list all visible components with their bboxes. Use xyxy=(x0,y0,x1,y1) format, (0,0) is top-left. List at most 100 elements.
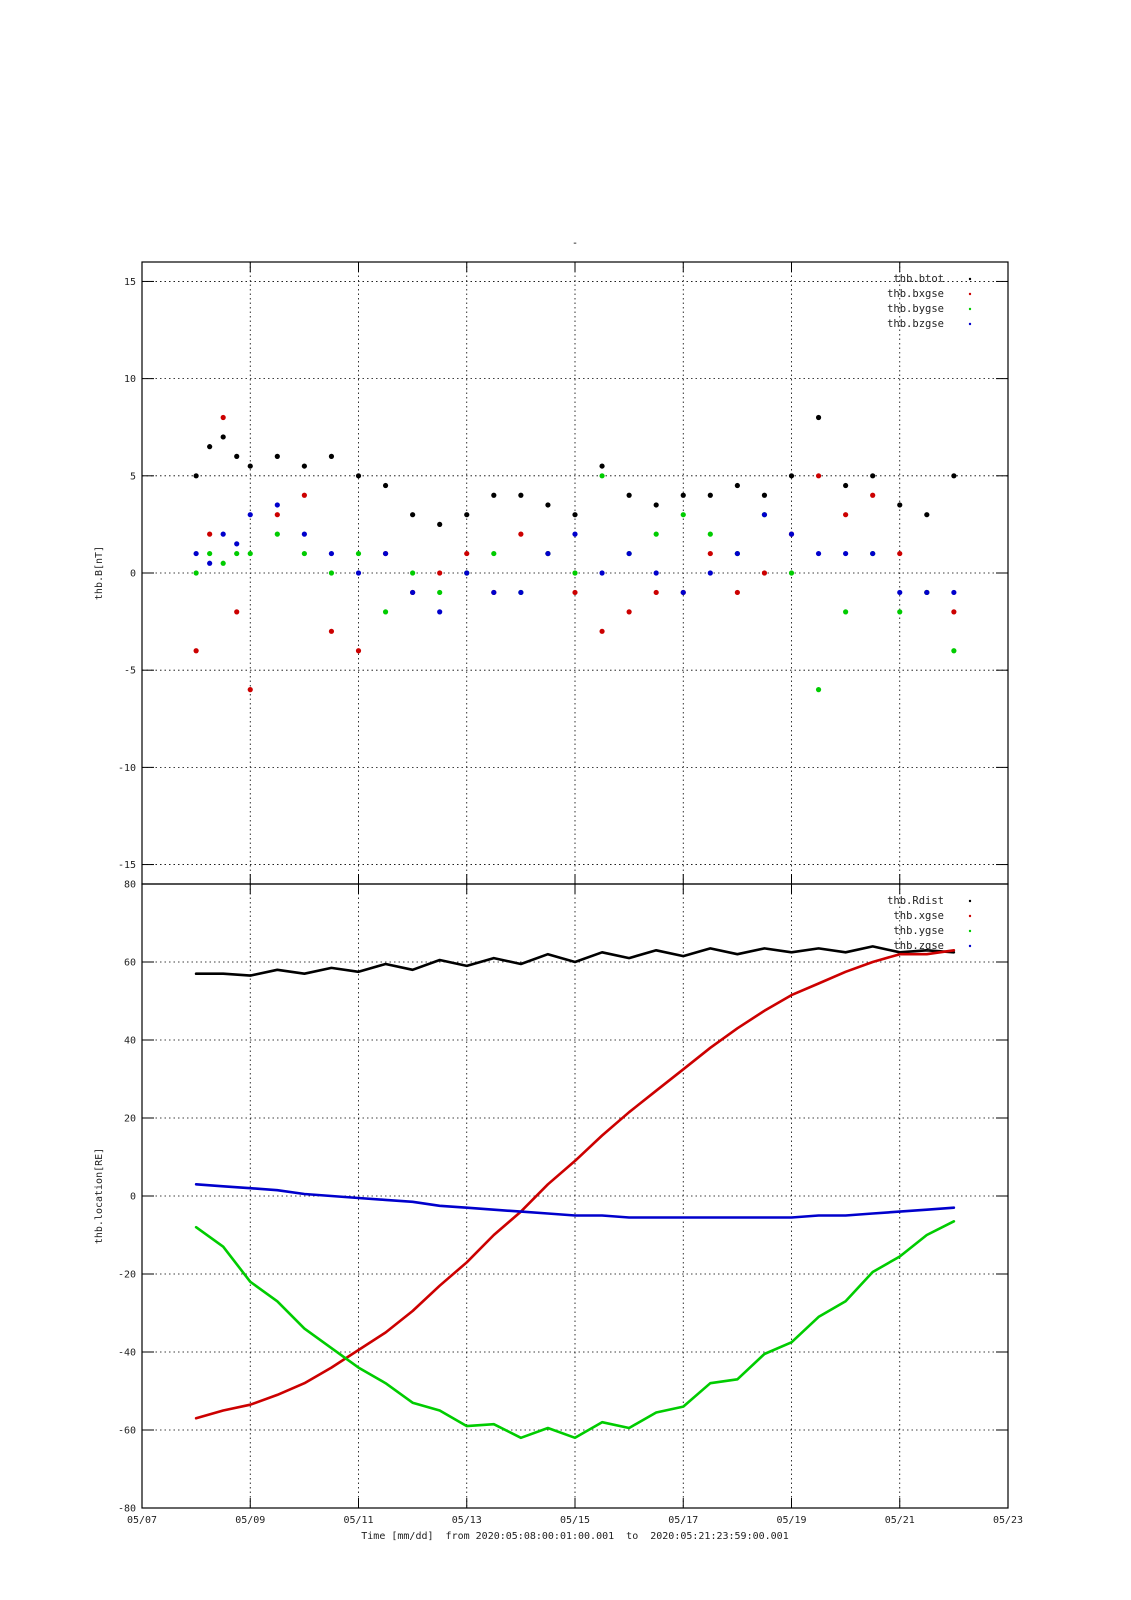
field-data-point xyxy=(355,550,362,557)
field-data-point xyxy=(382,482,389,489)
field-data-point xyxy=(843,609,849,615)
field-data-point xyxy=(301,492,307,498)
field-data-point xyxy=(301,531,307,537)
location-series-thb-ygse xyxy=(194,1220,956,1440)
x-tick-label: 05/19 xyxy=(776,1515,806,1526)
location-y-tick-label: 0 xyxy=(130,1192,136,1203)
location-legend-label: thb.xgse xyxy=(893,910,944,922)
field-data-point xyxy=(599,628,605,634)
field-y-tick-label: 10 xyxy=(124,374,136,385)
field-data-point xyxy=(234,541,240,547)
field-data-point xyxy=(410,589,416,596)
field-data-point xyxy=(653,570,659,576)
field-data-point xyxy=(274,502,280,508)
field-data-point xyxy=(870,492,876,498)
x-axis-title: Time [mm/dd] from 2020:05:08:00:01:00.00… xyxy=(361,1531,788,1542)
field-data-point xyxy=(464,570,470,576)
field-data-point xyxy=(897,589,903,596)
field-data-point xyxy=(572,589,578,596)
field-y-axis-title: thb.B[nT] xyxy=(94,546,105,600)
field-data-point xyxy=(234,609,240,615)
field-data-point xyxy=(220,560,226,566)
field-data-point xyxy=(328,550,335,557)
field-data-point xyxy=(220,531,226,537)
field-legend-label: thb.btot xyxy=(893,273,944,285)
location-legend-marker xyxy=(968,914,972,918)
field-data-point xyxy=(328,453,335,459)
field-data-point xyxy=(437,609,443,615)
location-series-thb-Rdist xyxy=(194,945,956,977)
location-legend-marker xyxy=(968,929,972,933)
field-data-point xyxy=(234,550,240,557)
field-data-point xyxy=(355,473,362,479)
field-data-point xyxy=(207,531,213,537)
field-data-point xyxy=(491,492,497,498)
field-y-tick-label: 5 xyxy=(130,471,136,482)
field-y-tick-label: 0 xyxy=(130,569,136,580)
x-tick-label: 05/09 xyxy=(235,1515,265,1526)
field-y-tick-label: 15 xyxy=(124,277,136,288)
field-legend-marker xyxy=(968,307,972,311)
field-data-point xyxy=(274,453,280,459)
field-data-point xyxy=(680,512,686,518)
field-data-point xyxy=(572,512,578,518)
field-data-point xyxy=(464,550,470,557)
field-data-point xyxy=(815,550,822,557)
x-tick-label: 05/17 xyxy=(668,1515,698,1526)
field-data-point xyxy=(680,492,686,498)
field-data-point xyxy=(843,482,849,489)
field-data-point xyxy=(680,589,686,596)
field-y-tick-label: -15 xyxy=(118,860,136,871)
field-data-point xyxy=(626,550,632,557)
location-legend-label: thb.Rdist xyxy=(887,895,944,907)
field-data-point xyxy=(193,648,199,654)
field-data-point xyxy=(951,589,957,596)
field-data-point xyxy=(734,550,740,557)
location-y-tick-label: 60 xyxy=(124,958,136,969)
field-data-point xyxy=(572,531,578,537)
location-y-tick-label: -40 xyxy=(118,1348,136,1359)
location-y-tick-label: 20 xyxy=(124,1114,136,1125)
field-data-point xyxy=(382,550,389,557)
field-data-point xyxy=(761,570,768,576)
location-legend-label: thb.ygse xyxy=(893,925,944,937)
field-data-point xyxy=(382,609,389,615)
field-data-point xyxy=(193,570,199,576)
field-data-point xyxy=(924,512,930,518)
location-panel: 80 60 40 20 0 -20 -40 -60 -80 thb.location[RE] thb… xyxy=(94,880,1023,1543)
field-data-point xyxy=(464,512,470,518)
x-tick-label: 05/07 xyxy=(127,1515,157,1526)
location-y-tick-label: -20 xyxy=(118,1270,136,1281)
field-data-point xyxy=(301,463,307,469)
field-data-point xyxy=(437,570,443,576)
location-y-tick-label: -60 xyxy=(118,1426,136,1437)
field-data-point xyxy=(815,687,822,693)
field-data-point xyxy=(437,521,443,528)
field-data-point xyxy=(355,648,362,654)
field-data-point xyxy=(924,589,930,596)
field-data-point xyxy=(761,512,768,518)
field-data-point xyxy=(193,550,199,557)
field-data-point xyxy=(653,589,659,596)
location-legend-label: thb.zgse xyxy=(893,940,944,952)
x-tick-label: 05/15 xyxy=(560,1515,590,1526)
field-data-point xyxy=(220,414,226,421)
location-y-tick-label: 80 xyxy=(124,880,136,891)
field-data-point xyxy=(843,512,849,518)
field-data-point xyxy=(626,492,632,498)
field-data-point xyxy=(518,589,524,596)
field-data-point xyxy=(274,512,280,518)
field-legend-marker xyxy=(968,277,972,281)
x-tick-label: 05/11 xyxy=(343,1515,373,1526)
field-data-point xyxy=(734,482,740,489)
field-data-point xyxy=(761,492,768,498)
field-data-point xyxy=(572,570,578,576)
field-data-point xyxy=(897,550,903,557)
field-data-point xyxy=(815,473,822,479)
field-data-point xyxy=(410,512,416,518)
field-data-point xyxy=(707,492,713,498)
field-data-point xyxy=(626,609,632,615)
location-legend-marker xyxy=(968,899,972,903)
field-data-point xyxy=(653,502,659,508)
